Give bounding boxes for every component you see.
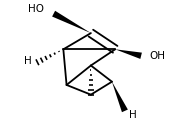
Polygon shape: [52, 11, 91, 33]
Polygon shape: [112, 82, 128, 112]
Text: HO: HO: [28, 4, 44, 14]
Polygon shape: [115, 49, 142, 59]
Text: H: H: [24, 56, 32, 66]
Text: H: H: [129, 110, 137, 120]
Text: OH: OH: [149, 51, 165, 61]
